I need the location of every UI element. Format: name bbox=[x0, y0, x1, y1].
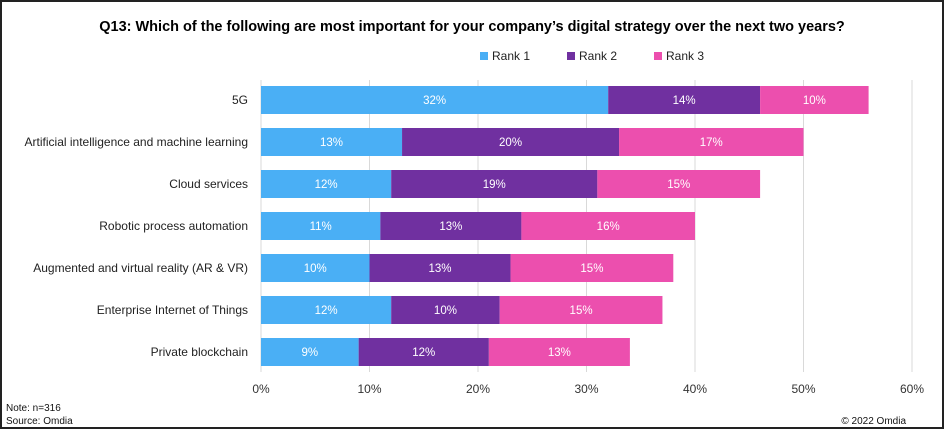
category-label: Augmented and virtual reality (AR & VR) bbox=[33, 261, 248, 275]
bar-segment bbox=[261, 338, 359, 366]
data-label: 14% bbox=[673, 95, 696, 107]
category-label: Cloud services bbox=[169, 177, 248, 191]
legend-label: Rank 1 bbox=[492, 49, 530, 63]
bar-segment bbox=[391, 296, 500, 324]
note-text: Note: n=316 bbox=[6, 403, 61, 414]
data-label: 13% bbox=[548, 347, 571, 359]
bar-segment bbox=[261, 296, 392, 324]
x-tick-label: 10% bbox=[357, 382, 381, 396]
data-label: 13% bbox=[320, 137, 343, 149]
bar-segment bbox=[760, 86, 869, 114]
x-tick-label: 0% bbox=[252, 382, 270, 396]
bar-segment bbox=[380, 212, 522, 240]
bar-segment bbox=[402, 128, 620, 156]
category-label: Artificial intelligence and machine lear… bbox=[25, 135, 248, 149]
data-label: 17% bbox=[700, 137, 723, 149]
legend-label: Rank 2 bbox=[579, 49, 617, 63]
bar-segment bbox=[261, 212, 381, 240]
category-label: 5G bbox=[232, 93, 248, 107]
x-tick-label: 50% bbox=[791, 382, 815, 396]
data-label: 19% bbox=[483, 179, 506, 191]
bar-segment bbox=[510, 254, 674, 282]
bar-segment bbox=[521, 212, 695, 240]
legend-swatch bbox=[480, 52, 488, 60]
data-label: 10% bbox=[304, 263, 327, 275]
data-label: 15% bbox=[580, 263, 603, 275]
data-label: 12% bbox=[315, 179, 338, 191]
bar-segment bbox=[619, 128, 804, 156]
legend-label: Rank 3 bbox=[666, 49, 704, 63]
x-tick-label: 20% bbox=[466, 382, 490, 396]
x-tick-label: 40% bbox=[683, 382, 707, 396]
data-label: 12% bbox=[315, 305, 338, 317]
data-label: 15% bbox=[570, 305, 593, 317]
bar-segment bbox=[391, 170, 598, 198]
bar-segment bbox=[261, 86, 609, 114]
bar-segment bbox=[488, 338, 630, 366]
bar-segment bbox=[369, 254, 511, 282]
bar-segment bbox=[597, 170, 761, 198]
bar-segment bbox=[261, 170, 392, 198]
data-label: 13% bbox=[439, 221, 462, 233]
data-label: 20% bbox=[499, 137, 522, 149]
data-label: 9% bbox=[302, 347, 319, 359]
category-label: Robotic process automation bbox=[99, 219, 248, 233]
bar-segment bbox=[261, 254, 370, 282]
chart-title: Q13: Which of the following are most imp… bbox=[99, 19, 845, 35]
data-label: 10% bbox=[434, 305, 457, 317]
data-label: 15% bbox=[667, 179, 690, 191]
x-tick-label: 30% bbox=[574, 382, 598, 396]
x-tick-label: 60% bbox=[900, 382, 924, 396]
data-label: 12% bbox=[412, 347, 435, 359]
data-label: 13% bbox=[429, 263, 452, 275]
data-label: 11% bbox=[310, 221, 332, 233]
copyright-text: © 2022 Omdia bbox=[841, 416, 906, 427]
bar-segment bbox=[608, 86, 761, 114]
data-label: 10% bbox=[803, 95, 826, 107]
category-label: Enterprise Internet of Things bbox=[97, 303, 248, 317]
legend-swatch bbox=[567, 52, 575, 60]
source-text: Source: Omdia bbox=[6, 416, 73, 427]
data-label: 16% bbox=[597, 221, 620, 233]
bar-segment bbox=[499, 296, 663, 324]
bar-segment bbox=[358, 338, 489, 366]
data-label: 32% bbox=[423, 95, 446, 107]
bar-segment bbox=[261, 128, 403, 156]
legend-swatch bbox=[654, 52, 662, 60]
category-label: Private blockchain bbox=[151, 345, 248, 359]
